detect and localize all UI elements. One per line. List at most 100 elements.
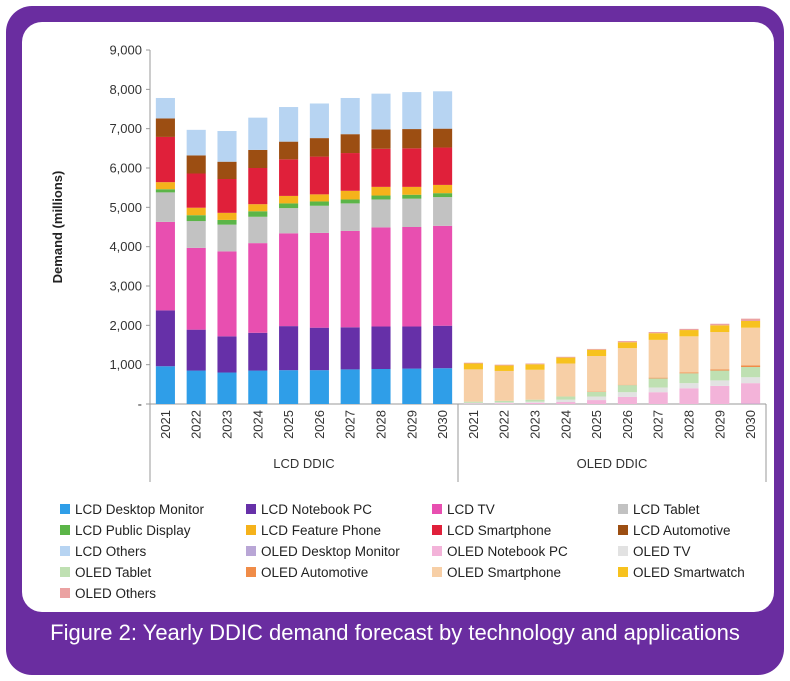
bar-segment-lcd-desktop-monitor — [217, 372, 237, 404]
bar-segment-oled-automotive — [679, 372, 699, 374]
legend-label: LCD Feature Phone — [261, 522, 382, 538]
bar-segment-lcd-smartphone — [433, 147, 453, 185]
x-tick-label: 2026 — [620, 410, 635, 439]
stacked-bar-chart: - 1,000 2,000 3,000 4,000 5,000 6,000 7,000 8,00… — [50, 43, 767, 482]
bar-segment-lcd-desktop-monitor — [433, 368, 453, 404]
legend-label: LCD TV — [447, 501, 495, 517]
legend-item: LCD Notebook PC — [246, 500, 432, 518]
bar-segment-lcd-public-display — [186, 215, 206, 222]
bar-segment-oled-tablet — [710, 370, 730, 381]
bar-segment-lcd-smartphone — [309, 156, 329, 195]
bar-segment-lcd-feature-phone — [279, 195, 299, 204]
bar-segment-lcd-desktop-monitor — [371, 368, 391, 404]
x-tick-label: 2022 — [189, 410, 204, 439]
bar-segment-lcd-tablet — [433, 197, 453, 226]
chart-panel: - 1,000 2,000 3,000 4,000 5,000 6,000 7,000 8,00… — [22, 22, 774, 612]
bar-segment-lcd-notebook-pc — [433, 325, 453, 369]
bar-segment-oled-smartphone — [525, 369, 545, 400]
legend-swatch — [246, 525, 256, 535]
x-tick-label: 2030 — [743, 410, 758, 439]
legend-swatch — [618, 567, 628, 577]
bar-segment-lcd-others — [279, 107, 299, 142]
bar-segment-lcd-tablet — [155, 192, 175, 222]
legend-label: OLED Others — [75, 585, 157, 601]
bar-segment-lcd-desktop-monitor — [309, 370, 329, 404]
bar-segment-lcd-notebook-pc — [248, 332, 268, 371]
bar-segment-oled-smartwatch — [741, 321, 761, 328]
bar-segment-oled-tv — [494, 402, 514, 404]
chart-legend: LCD Desktop Monitor LCD Notebook PC LCD TV… — [60, 500, 760, 602]
bar-segment-oled-tv — [463, 402, 483, 404]
bar-segment-oled-smartwatch — [463, 363, 483, 370]
legend-item: LCD Automotive — [618, 521, 768, 539]
bar-segment-lcd-others — [371, 93, 391, 130]
bar-segment-lcd-feature-phone — [371, 186, 391, 196]
bar-segment-lcd-tv — [248, 243, 268, 333]
bar-segment-lcd-tablet — [402, 198, 422, 227]
bar-segment-oled-tablet — [617, 385, 637, 393]
bar-segment-oled-notebook-pc — [741, 383, 761, 404]
bar-segment-lcd-automotive — [309, 138, 329, 157]
bar-segment-lcd-automotive — [186, 155, 206, 174]
bar-segment-lcd-tablet — [371, 199, 391, 228]
x-tick-label: 2027 — [343, 410, 358, 439]
bar-segment-lcd-public-display — [217, 219, 237, 225]
x-tick-label: 2026 — [312, 410, 327, 439]
bar-segment-lcd-automotive — [433, 128, 453, 148]
bar-segment-oled-others — [463, 362, 483, 364]
bar-segment-lcd-smartphone — [186, 173, 206, 208]
bar-segment-oled-smartphone — [617, 348, 637, 385]
bar-segment-lcd-feature-phone — [155, 182, 175, 190]
legend-label: OLED Notebook PC — [447, 543, 568, 559]
legend-swatch — [60, 588, 70, 598]
x-tick-label: 2025 — [281, 410, 296, 439]
group-label: OLED DDIC — [577, 456, 648, 471]
x-tick-label: 2028 — [374, 410, 389, 439]
bar-segment-lcd-tablet — [340, 203, 360, 231]
group-label: LCD DDIC — [273, 456, 334, 471]
figure-frame: - 1,000 2,000 3,000 4,000 5,000 6,000 7,000 8,00… — [6, 6, 784, 675]
x-tick-label: 2021 — [158, 410, 173, 439]
bar-segment-oled-notebook-pc — [587, 400, 607, 404]
x-tick-label: 2025 — [589, 410, 604, 439]
y-tick-label: 7,000 — [109, 121, 142, 136]
bar-segment-lcd-tv — [155, 221, 175, 311]
bar-segment-oled-tablet — [587, 391, 607, 397]
y-axis-title: Demand (millions) — [50, 171, 65, 284]
bar-segment-lcd-feature-phone — [433, 184, 453, 194]
legend-item: LCD Desktop Monitor — [60, 500, 246, 518]
bar-segment-lcd-feature-phone — [248, 204, 268, 212]
bar-segment-oled-smartwatch — [617, 342, 637, 349]
bar-segment-lcd-tv — [186, 247, 206, 330]
bar-segment-oled-others — [741, 318, 761, 322]
bar-segment-oled-smartphone — [494, 370, 514, 401]
bar-segment-oled-tablet — [556, 396, 576, 400]
bar-segment-lcd-public-display — [433, 193, 453, 198]
legend-item: OLED Automotive — [246, 563, 432, 581]
legend-label: LCD Smartphone — [447, 522, 552, 538]
bar-segment-lcd-notebook-pc — [186, 329, 206, 371]
bar-segment-lcd-automotive — [279, 141, 299, 160]
x-tick-label: 2023 — [528, 410, 543, 439]
bar-segment-lcd-automotive — [371, 129, 391, 149]
y-tick-label: 6,000 — [109, 161, 142, 176]
bar-segment-lcd-automotive — [155, 118, 175, 137]
legend-swatch — [246, 546, 256, 556]
bar-segment-lcd-notebook-pc — [340, 327, 360, 370]
bar-segment-lcd-desktop-monitor — [248, 370, 268, 404]
legend-label: LCD Desktop Monitor — [75, 501, 205, 517]
bar-segment-oled-others — [710, 323, 730, 326]
bar-segment-oled-smartphone — [463, 369, 483, 402]
bar-segment-oled-automotive — [741, 365, 761, 368]
y-tick-label: 4,000 — [109, 239, 142, 254]
bar-segment-lcd-public-display — [340, 199, 360, 204]
x-tick-label: 2024 — [558, 410, 573, 439]
bar-segment-lcd-tablet — [279, 208, 299, 234]
legend-swatch — [246, 567, 256, 577]
bar-segment-oled-others — [525, 363, 545, 365]
bar-segment-lcd-notebook-pc — [309, 327, 329, 371]
legend-swatch — [618, 504, 628, 514]
bar-segment-lcd-tablet — [248, 216, 268, 244]
bar-segment-lcd-desktop-monitor — [402, 368, 422, 404]
legend-swatch — [432, 525, 442, 535]
